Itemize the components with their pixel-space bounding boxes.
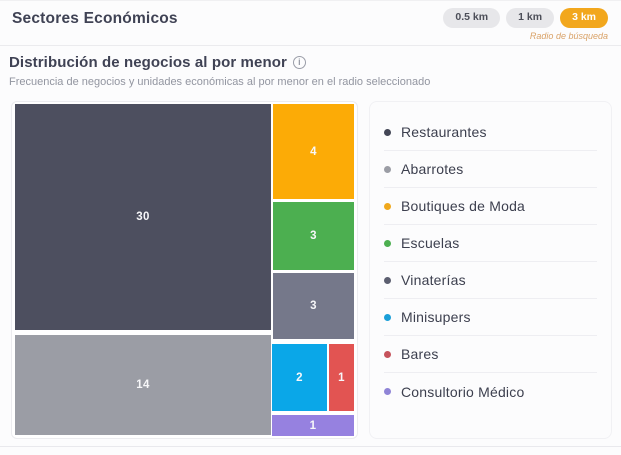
chart-legend: Restaurantes Abarrotes Boutiques de Moda Es… <box>384 114 597 410</box>
bottom-divider <box>0 446 621 447</box>
legend-item-bares[interactable]: Bares <box>384 336 597 373</box>
chart-row: 30 14 4 3 3 2 1 1 Restaurantes Abarrotes Boutique… <box>9 101 612 439</box>
treemap-block-consultorio-medico[interactable]: 1 <box>272 415 354 436</box>
legend-panel: Restaurantes Abarrotes Boutiques de Moda Es… <box>369 101 612 439</box>
legend-item-boutiques-de-moda[interactable]: Boutiques de Moda <box>384 188 597 225</box>
info-icon[interactable]: i <box>292 56 306 69</box>
legend-label: Restaurantes <box>401 124 487 140</box>
legend-label: Boutiques de Moda <box>401 198 526 214</box>
treemap-panel: 30 14 4 3 3 2 1 1 <box>11 101 358 439</box>
treemap-value-label: 3 <box>310 230 317 242</box>
treemap-value-label: 1 <box>338 371 345 384</box>
legend-label: Escuelas <box>401 235 460 251</box>
treemap-block-escuelas[interactable]: 3 <box>273 202 354 270</box>
treemap-block-restaurantes[interactable]: 30 <box>15 104 271 330</box>
legend-dot-icon <box>384 202 391 210</box>
legend-item-abarrotes[interactable]: Abarrotes <box>384 151 597 188</box>
legend-item-restaurantes[interactable]: Restaurantes <box>384 114 597 151</box>
card-header: Sectores Económicos 0.5 km 1 km 3 km Radio… <box>0 1 621 46</box>
legend-dot-icon <box>384 313 391 321</box>
treemap-block-vinaterias[interactable]: 3 <box>273 273 354 339</box>
treemap-block-boutiques-de-moda[interactable]: 4 <box>273 104 354 199</box>
treemap-block-abarrotes[interactable]: 14 <box>15 335 271 435</box>
legend-dot-icon <box>384 388 391 395</box>
treemap-value-label: 14 <box>136 379 150 391</box>
legend-label: Vinaterías <box>401 272 466 288</box>
legend-dot-icon <box>384 165 391 173</box>
radius-button-1-km[interactable]: 1 km <box>506 8 555 28</box>
legend-label: Bares <box>401 346 439 362</box>
card-body: Distribución de negocios al por menor i … <box>0 46 621 447</box>
legend-label: Minisupers <box>401 309 471 325</box>
radius-button-group: 0.5 km 1 km 3 km <box>443 8 608 28</box>
legend-dot-icon <box>384 276 391 284</box>
legend-label: Consultorio Médico <box>401 383 525 400</box>
treemap-value-label: 3 <box>310 300 317 312</box>
section-title: Distribución de negocios al por menor <box>9 54 287 71</box>
legend-item-vinaterias[interactable]: Vinaterías <box>384 262 597 299</box>
legend-label: Abarrotes <box>401 161 464 177</box>
legend-item-escuelas[interactable]: Escuelas <box>384 225 597 262</box>
page-title: Sectores Económicos <box>12 10 178 27</box>
treemap-block-minisupers[interactable]: 2 <box>272 344 327 411</box>
radius-controls: 0.5 km 1 km 3 km Radio de búsqueda <box>443 8 608 41</box>
legend-dot-icon <box>384 128 391 136</box>
treemap-value-label: 4 <box>310 145 317 158</box>
legend-item-minisupers[interactable]: Minisupers <box>384 299 597 336</box>
treemap-block-bares[interactable]: 1 <box>329 344 354 411</box>
section-title-row: Distribución de negocios al por menor i <box>9 54 612 71</box>
section-subtitle: Frecuencia de negocios y unidades económ… <box>9 76 431 88</box>
legend-item-consultorio-medico[interactable]: Consultorio Médico <box>384 373 597 410</box>
treemap-value-label: 1 <box>309 419 317 432</box>
treemap-chart: 30 14 4 3 3 2 1 1 <box>14 104 355 436</box>
treemap-value-label: 2 <box>296 371 303 384</box>
radius-button-3-km[interactable]: 3 km <box>560 8 608 28</box>
radius-caption: Radio de búsqueda <box>529 30 608 41</box>
legend-dot-icon <box>384 350 391 358</box>
radius-button-0-5-km[interactable]: 0.5 km <box>443 8 501 28</box>
legend-dot-icon <box>384 239 391 247</box>
treemap-value-label: 30 <box>136 211 150 223</box>
